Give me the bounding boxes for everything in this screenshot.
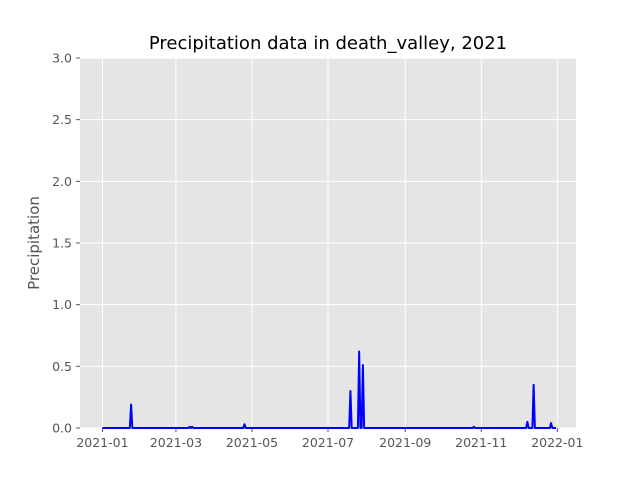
y-tick-label: 3.0: [52, 51, 72, 66]
precipitation-line: [102, 350, 557, 429]
data-point: [362, 364, 364, 366]
data-point: [130, 403, 132, 406]
grid: [80, 57, 576, 429]
y-tick-label: 2.0: [52, 174, 72, 189]
data-point: [473, 425, 475, 428]
data-point: [550, 422, 552, 424]
data-point: [349, 390, 352, 392]
data-point: [243, 423, 246, 426]
y-tick-label: 0.5: [52, 359, 72, 374]
y-tick-label: 0.0: [52, 421, 72, 436]
x-tick-label: 2021-09: [379, 435, 431, 450]
data-point: [191, 425, 193, 428]
data-point: [358, 350, 360, 353]
ticks: 0.0 0.5 1.0 1.5 2.0 2.5 3.0 2021-01 2021-03 2021-…: [52, 51, 583, 451]
data-point: [188, 425, 191, 428]
chart-title: Precipitation data in death_valley, 2021: [149, 33, 507, 54]
x-tick-label: 2021-01: [76, 435, 128, 450]
y-tick-label: 1.5: [52, 236, 72, 251]
y-axis-label: Precipitation: [25, 196, 43, 290]
x-tick-label: 2021-05: [226, 435, 278, 450]
x-tick-label: 2021-07: [302, 435, 354, 450]
data-point: [532, 384, 535, 386]
y-tick-label: 2.5: [52, 112, 72, 127]
x-tick-label: 2021-03: [150, 435, 202, 450]
x-tick-label: 2022-01: [531, 435, 583, 450]
x-tick-label: 2021-11: [455, 435, 507, 450]
y-tick-label: 1.0: [52, 297, 72, 312]
data-point: [526, 421, 529, 423]
series-layer: [102, 350, 557, 429]
